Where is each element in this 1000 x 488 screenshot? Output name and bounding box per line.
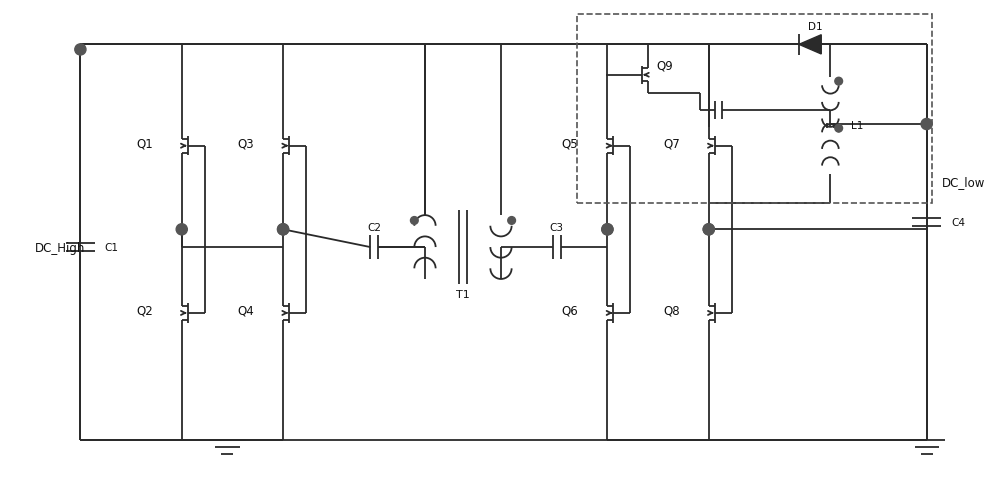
Circle shape	[278, 224, 289, 235]
Circle shape	[703, 224, 714, 235]
Circle shape	[921, 119, 932, 130]
Text: Q9: Q9	[656, 59, 673, 72]
Text: C2: C2	[367, 223, 381, 232]
Circle shape	[835, 78, 843, 86]
Circle shape	[602, 224, 613, 235]
Text: Q3: Q3	[237, 137, 254, 150]
Text: Q2: Q2	[136, 304, 153, 317]
Text: Q1: Q1	[136, 137, 153, 150]
Text: DC_low: DC_low	[942, 175, 985, 188]
Circle shape	[703, 224, 714, 235]
Text: C3: C3	[550, 223, 564, 232]
Text: C4: C4	[951, 217, 965, 227]
Text: D1: D1	[808, 22, 822, 32]
Circle shape	[835, 125, 843, 133]
Text: DC_High: DC_High	[35, 241, 85, 254]
Circle shape	[278, 224, 289, 235]
Text: C1: C1	[105, 243, 119, 252]
Text: T1: T1	[456, 289, 470, 300]
Circle shape	[75, 45, 86, 56]
Text: Q4: Q4	[237, 304, 254, 317]
Circle shape	[602, 224, 613, 235]
Circle shape	[176, 224, 187, 235]
Text: Q5: Q5	[562, 137, 578, 150]
Circle shape	[410, 217, 418, 225]
Circle shape	[508, 217, 515, 225]
Text: Q6: Q6	[562, 304, 579, 317]
Text: L1: L1	[851, 121, 863, 131]
Text: Q7: Q7	[663, 137, 680, 150]
Polygon shape	[799, 36, 821, 55]
Text: Q8: Q8	[663, 304, 680, 317]
